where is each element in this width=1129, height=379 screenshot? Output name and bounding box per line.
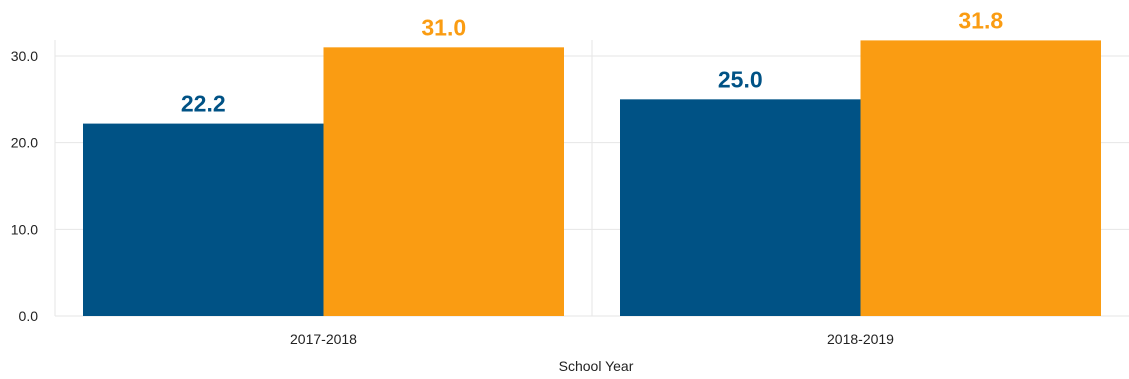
- y-tick-label: 30.0: [11, 48, 38, 64]
- y-axis-ticks: 0.0 10.0 20.0 30.0: [11, 48, 38, 324]
- panel-separators: [54, 40, 593, 316]
- bars: [83, 40, 1101, 317]
- data-label: 25.0: [718, 66, 763, 92]
- bar: [860, 40, 1101, 317]
- data-label: 22.2: [181, 91, 226, 117]
- data-label: 31.8: [958, 7, 1003, 33]
- x-axis-title: School Year: [559, 358, 634, 374]
- x-axis-categories: 2017-2018 2018-2019: [290, 331, 894, 347]
- x-category-label: 2018-2019: [827, 331, 894, 347]
- bar: [620, 99, 861, 316]
- y-tick-label: 10.0: [11, 221, 38, 237]
- bar: [323, 47, 564, 316]
- x-category-label: 2017-2018: [290, 331, 357, 347]
- data-labels: 22.2 31.0 25.0 31.8: [181, 7, 1003, 116]
- bar: [83, 123, 324, 316]
- data-label: 31.0: [421, 14, 466, 40]
- y-tick-label: 20.0: [11, 135, 38, 151]
- y-tick-label: 0.0: [19, 308, 39, 324]
